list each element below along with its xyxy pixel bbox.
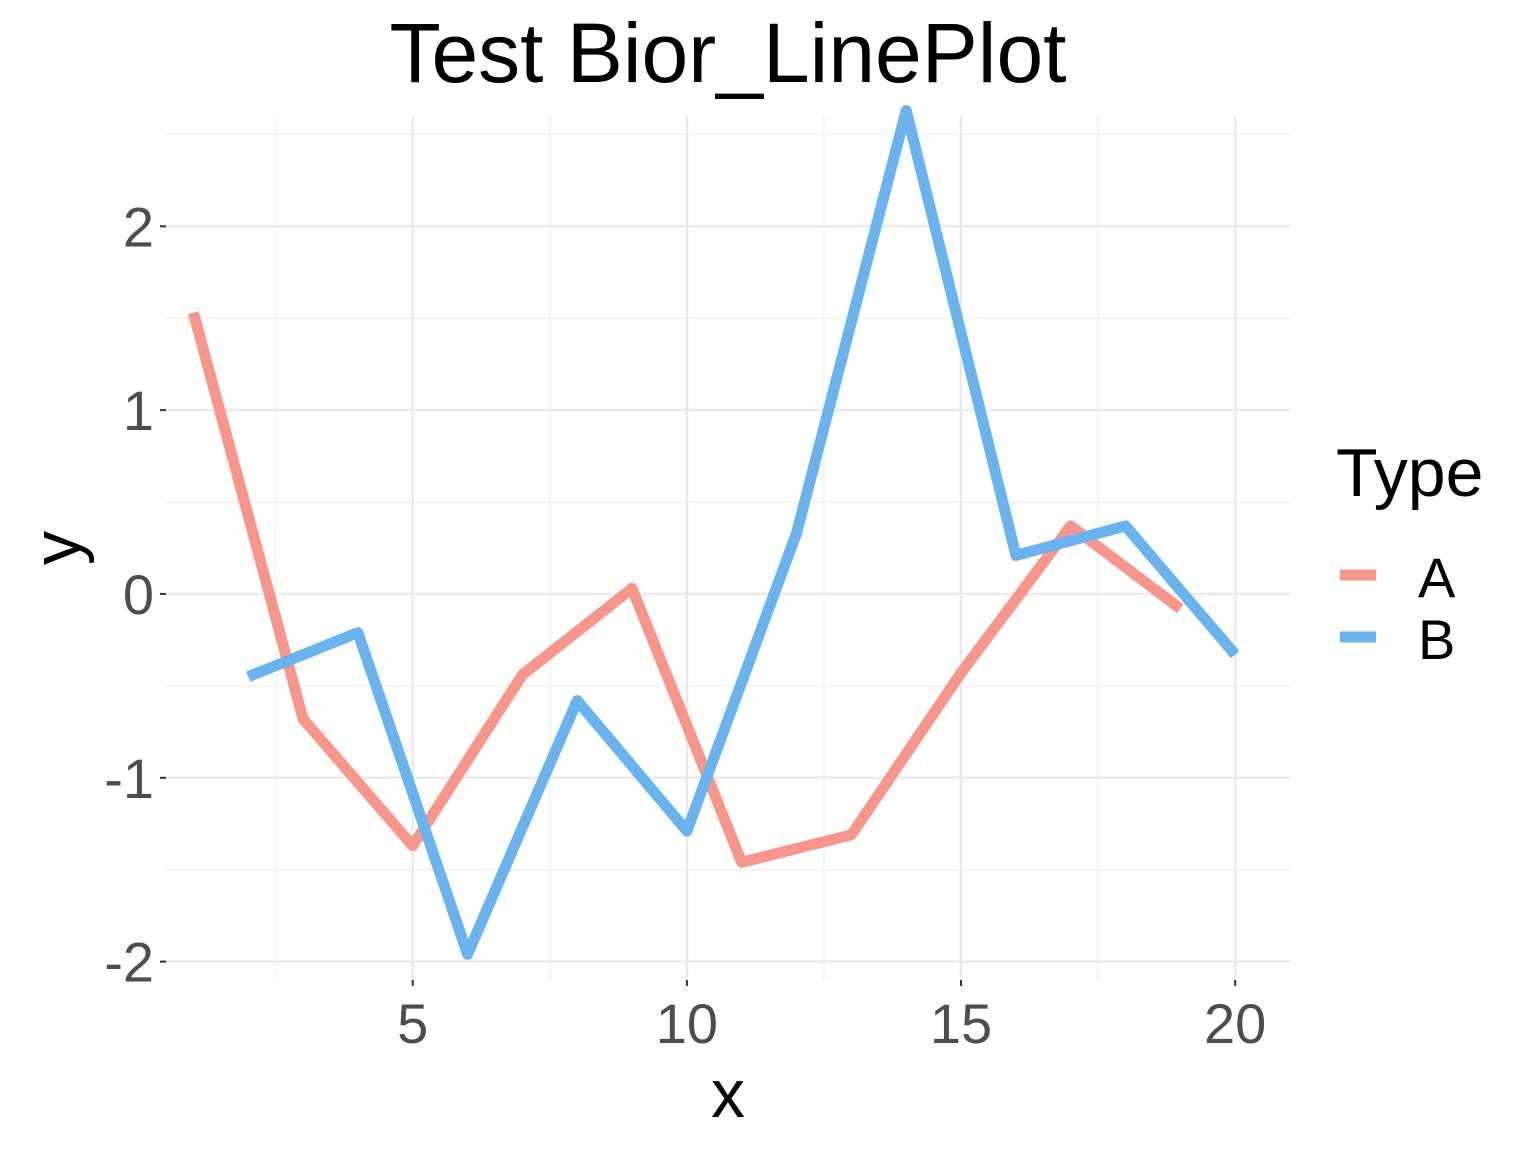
minor-gridlines xyxy=(166,116,1290,980)
x-axis-label: x xyxy=(711,1056,745,1132)
legend-items: AB xyxy=(1340,546,1456,671)
x-axis-ticks: 5 10 15 20 xyxy=(397,980,1266,1055)
series-lines xyxy=(188,105,1240,960)
x-tick-label: 10 xyxy=(656,992,718,1055)
y-tick-label: 0 xyxy=(123,563,154,626)
chart-title: Test Bior_LinePlot xyxy=(389,6,1066,100)
y-axis-ticks: -2 -1 0 1 2 xyxy=(104,195,166,994)
major-gridlines xyxy=(166,116,1290,980)
y-tick-label: 1 xyxy=(123,379,154,442)
y-tick-label: 2 xyxy=(123,195,154,258)
x-tick-label: 5 xyxy=(397,992,428,1055)
x-tick-label: 15 xyxy=(930,992,992,1055)
series-line-b xyxy=(246,105,1240,960)
x-tick-label: 20 xyxy=(1204,992,1266,1055)
legend-label-b: B xyxy=(1418,608,1455,671)
legend: Type AB xyxy=(1336,435,1483,671)
y-axis-label: y xyxy=(19,531,95,565)
y-tick-label: -1 xyxy=(104,747,154,810)
y-tick-label: -2 xyxy=(104,931,154,994)
series-line-a xyxy=(188,311,1184,868)
legend-label-a: A xyxy=(1418,546,1456,609)
legend-title: Type xyxy=(1336,435,1483,511)
